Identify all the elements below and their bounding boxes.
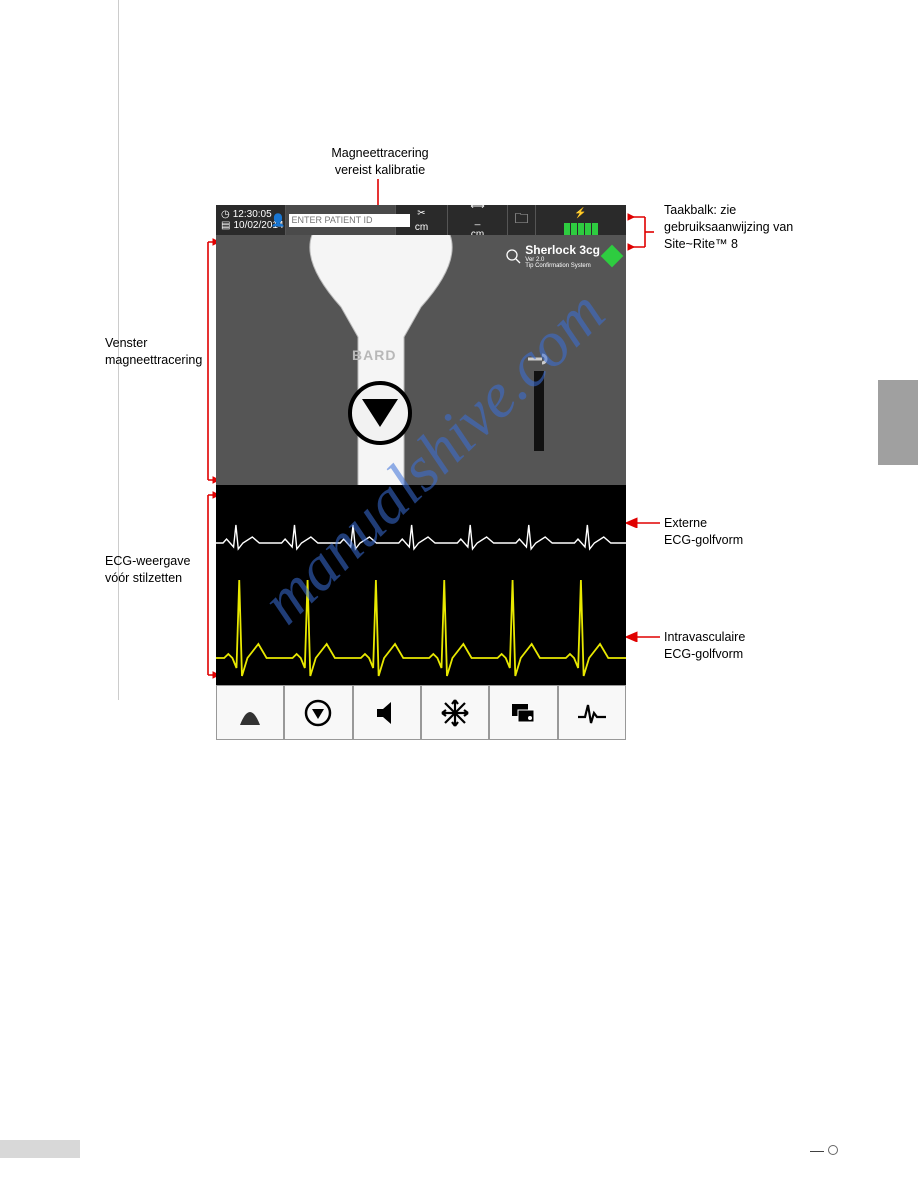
ruler-icon: ⟷ — [470, 201, 484, 212]
battery-bars — [564, 223, 598, 235]
calibrate-button[interactable] — [284, 685, 352, 740]
volume-button[interactable] — [353, 685, 421, 740]
torso-brand-logo: BARD — [352, 347, 396, 363]
print-tag-icon — [507, 697, 539, 729]
length-field-2[interactable]: ⟷ _ cm — [448, 205, 508, 235]
scissors-icon: ✂ — [417, 208, 425, 219]
status-bar: ◷ 12:30:05 ▤ 10/02/2014 👤 ✂ cm ⟷ _ cm — [216, 205, 626, 235]
cm-unit-1: cm — [415, 222, 428, 233]
freeze-button[interactable] — [421, 685, 489, 740]
ecg-pulse-icon — [576, 697, 608, 729]
folder-button[interactable]: 🗀 — [508, 205, 536, 235]
clock-icon: ◷ — [221, 209, 230, 220]
page-thumb-tab — [878, 380, 918, 465]
circle-down-icon — [302, 697, 334, 729]
probe-button[interactable] — [216, 685, 284, 740]
ecg-display-area — [216, 485, 626, 685]
page-marker: — — [810, 1142, 838, 1158]
cm-prefix: _ — [475, 215, 481, 226]
depth-scale-bar — [534, 371, 544, 451]
sherlock-name: Sherlock 3cg — [525, 243, 600, 257]
folder-icon: 🗀 — [515, 208, 529, 232]
external-ecg-waveform — [216, 503, 626, 563]
sherlock-sub: Tip Confirmation System — [525, 263, 600, 269]
battery-percent-text: 95% — [570, 193, 590, 204]
speaker-icon — [371, 697, 403, 729]
patient-id-field[interactable]: 👤 — [286, 205, 396, 235]
print-button[interactable] — [489, 685, 557, 740]
calendar-icon: ▤ — [221, 220, 230, 231]
battery-indicator: 95% ⚡ — [536, 205, 626, 235]
footer-grey-bar — [0, 1140, 80, 1158]
patient-id-input[interactable] — [289, 214, 410, 227]
ecg-mode-button[interactable] — [558, 685, 626, 740]
status-time-text: 12:30:05 — [233, 209, 272, 220]
probe-icon — [234, 697, 266, 729]
page-marker-dash: — — [810, 1142, 824, 1158]
device-screen: ◷ 12:30:05 ▤ 10/02/2014 👤 ✂ cm ⟷ _ cm — [216, 205, 626, 740]
page-marker-circle-icon — [828, 1145, 838, 1155]
length-field-1[interactable]: ✂ cm — [396, 205, 448, 235]
intravascular-ecg-waveform — [216, 563, 626, 681]
person-icon: 👤 — [271, 213, 286, 227]
bottom-toolbar — [216, 685, 626, 740]
diamond-icon — [601, 245, 624, 268]
sherlock-badge: Sherlock 3cg Ver 2.0 Tip Confirmation Sy… — [505, 243, 620, 269]
snowflake-icon — [439, 697, 471, 729]
magnet-tracking-window: Sherlock 3cg Ver 2.0 Tip Confirmation Sy… — [216, 235, 626, 485]
magnifier-icon — [505, 248, 521, 264]
down-triangle-icon — [362, 399, 398, 427]
wrench-icon — [526, 351, 550, 372]
charging-icon: ⚡ — [574, 208, 586, 219]
calibration-indicator — [348, 381, 412, 445]
